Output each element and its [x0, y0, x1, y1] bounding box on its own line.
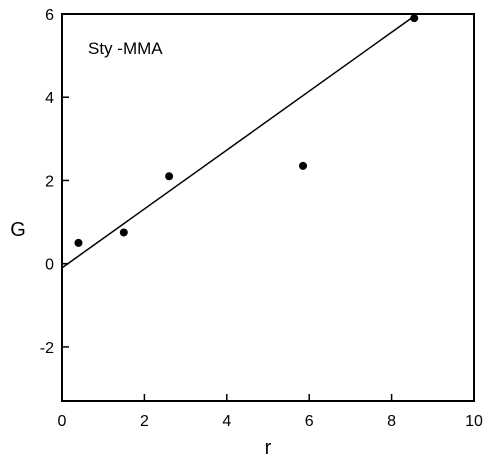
y-axis-label: G	[10, 219, 26, 241]
x-tick-label-0: 0	[58, 413, 67, 430]
data-point-3	[165, 172, 174, 181]
x-tick-label-6: 6	[305, 413, 314, 430]
y-tick-label-2: 2	[45, 173, 54, 190]
data-point-4	[299, 161, 308, 170]
y-tick-label--2: -2	[40, 340, 54, 357]
x-tick-label-2: 2	[140, 413, 149, 430]
x-axis-label: r	[265, 437, 272, 459]
data-point-1	[74, 238, 83, 247]
data-points	[74, 14, 419, 247]
fit-line	[61, 15, 415, 269]
x-tick-label-4: 4	[222, 413, 231, 430]
y-tick-label-4: 4	[45, 90, 54, 107]
fit-line-group	[61, 15, 415, 269]
y-tick-label-6: 6	[45, 7, 54, 24]
y-axis-ticks: -2 0 2 4 6	[40, 7, 69, 357]
plot-frame	[61, 13, 475, 402]
data-point-5	[410, 14, 419, 23]
y-tick-label-0: 0	[45, 257, 54, 274]
chart-annotation: Sty -MMA	[88, 39, 163, 58]
x-tick-label-10: 10	[465, 413, 483, 430]
x-tick-label-8: 8	[387, 413, 396, 430]
x-axis-ticks: 0 2 4 6 8 10	[58, 394, 483, 430]
data-point-2	[119, 228, 128, 237]
